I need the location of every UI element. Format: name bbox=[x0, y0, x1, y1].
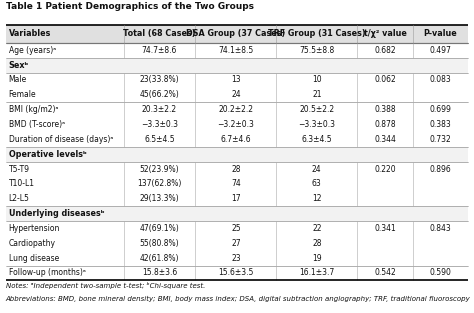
Text: 0.388: 0.388 bbox=[374, 105, 396, 114]
Text: −3.3±0.3: −3.3±0.3 bbox=[141, 120, 178, 129]
Text: Table 1 Patient Demographics of the Two Groups: Table 1 Patient Demographics of the Two … bbox=[6, 2, 254, 11]
Text: Duration of disease (days)ᵃ: Duration of disease (days)ᵃ bbox=[9, 135, 113, 144]
Text: 0.062: 0.062 bbox=[374, 75, 396, 85]
Text: Female: Female bbox=[9, 90, 36, 99]
Text: 74: 74 bbox=[231, 179, 241, 188]
Text: 74.1±8.5: 74.1±8.5 bbox=[218, 46, 254, 55]
Text: Underlying diseasesᵇ: Underlying diseasesᵇ bbox=[9, 209, 104, 218]
Text: 42(61.8%): 42(61.8%) bbox=[140, 254, 179, 263]
Text: DSA Group (37 Cases): DSA Group (37 Cases) bbox=[186, 29, 285, 38]
Bar bbox=[6, 221, 468, 265]
Text: 10: 10 bbox=[312, 75, 322, 85]
Text: 16.1±3.7: 16.1±3.7 bbox=[299, 269, 335, 277]
Text: T5-T9: T5-T9 bbox=[9, 165, 29, 173]
Bar bbox=[6, 162, 468, 206]
Bar bbox=[6, 102, 468, 147]
Text: 29(13.3%): 29(13.3%) bbox=[140, 194, 179, 203]
Text: 28: 28 bbox=[231, 165, 241, 173]
Text: BMI (kg/m2)ᵃ: BMI (kg/m2)ᵃ bbox=[9, 105, 58, 114]
Text: 28: 28 bbox=[312, 239, 321, 248]
Text: Male: Male bbox=[9, 75, 27, 85]
Text: Age (years)ᵃ: Age (years)ᵃ bbox=[9, 46, 56, 55]
Text: 0.542: 0.542 bbox=[374, 269, 396, 277]
Text: 27: 27 bbox=[231, 239, 241, 248]
Text: 19: 19 bbox=[312, 254, 322, 263]
Text: Follow-up (months)ᵃ: Follow-up (months)ᵃ bbox=[9, 269, 85, 277]
Text: 55(80.8%): 55(80.8%) bbox=[140, 239, 179, 248]
Text: 20.2±2.2: 20.2±2.2 bbox=[219, 105, 253, 114]
Text: 0.590: 0.590 bbox=[429, 269, 452, 277]
Text: 23(33.8%): 23(33.8%) bbox=[140, 75, 179, 85]
Bar bbox=[6, 43, 468, 58]
Text: 0.220: 0.220 bbox=[374, 165, 396, 173]
Text: Hypertension: Hypertension bbox=[9, 224, 60, 233]
Text: 0.732: 0.732 bbox=[429, 135, 451, 144]
Text: 45(66.2%): 45(66.2%) bbox=[140, 90, 179, 99]
Text: Total (68 Cases): Total (68 Cases) bbox=[123, 29, 196, 38]
Text: 63: 63 bbox=[312, 179, 322, 188]
Text: 6.5±4.5: 6.5±4.5 bbox=[144, 135, 175, 144]
Bar bbox=[6, 265, 468, 280]
Text: TRF Group (31 Cases): TRF Group (31 Cases) bbox=[268, 29, 365, 38]
Text: t/χ² value: t/χ² value bbox=[364, 29, 407, 38]
Text: 0.896: 0.896 bbox=[429, 165, 451, 173]
Text: Cardiopathy: Cardiopathy bbox=[9, 239, 55, 248]
Bar bbox=[6, 206, 468, 221]
Bar bbox=[6, 73, 468, 102]
Text: 52(23.9%): 52(23.9%) bbox=[140, 165, 179, 173]
Text: Variables: Variables bbox=[9, 29, 51, 38]
Text: 0.878: 0.878 bbox=[374, 120, 396, 129]
Text: 12: 12 bbox=[312, 194, 321, 203]
Text: Abbreviations: BMD, bone mineral density; BMI, body mass index; DSA, digital sub: Abbreviations: BMD, bone mineral density… bbox=[6, 296, 470, 302]
Text: 24: 24 bbox=[231, 90, 241, 99]
Text: 0.383: 0.383 bbox=[429, 120, 451, 129]
Text: BMD (T-score)ᵃ: BMD (T-score)ᵃ bbox=[9, 120, 64, 129]
Bar bbox=[6, 147, 468, 162]
Text: 15.8±3.6: 15.8±3.6 bbox=[142, 269, 177, 277]
Text: 25: 25 bbox=[231, 224, 241, 233]
Text: 0.341: 0.341 bbox=[374, 224, 396, 233]
Text: L2-L5: L2-L5 bbox=[9, 194, 29, 203]
Text: −3.3±0.3: −3.3±0.3 bbox=[298, 120, 335, 129]
Text: Operative levelsᵇ: Operative levelsᵇ bbox=[9, 150, 86, 159]
Text: 75.5±8.8: 75.5±8.8 bbox=[299, 46, 335, 55]
Text: 0.083: 0.083 bbox=[429, 75, 451, 85]
Text: Sexᵇ: Sexᵇ bbox=[9, 61, 29, 69]
Text: −3.2±0.3: −3.2±0.3 bbox=[218, 120, 254, 129]
Text: 0.497: 0.497 bbox=[429, 46, 452, 55]
Text: 24: 24 bbox=[312, 165, 322, 173]
Text: Lung disease: Lung disease bbox=[9, 254, 59, 263]
Text: 13: 13 bbox=[231, 75, 241, 85]
Text: P-value: P-value bbox=[424, 29, 457, 38]
Text: Notes: ᵃIndependent two-sample t-test; ᵇChi-square test.: Notes: ᵃIndependent two-sample t-test; ᵇ… bbox=[6, 282, 205, 289]
Bar bbox=[6, 25, 468, 43]
Text: 0.699: 0.699 bbox=[429, 105, 452, 114]
Text: 6.7±4.6: 6.7±4.6 bbox=[220, 135, 251, 144]
Text: T10-L1: T10-L1 bbox=[9, 179, 35, 188]
Text: 0.682: 0.682 bbox=[374, 46, 396, 55]
Text: 137(62.8%): 137(62.8%) bbox=[137, 179, 182, 188]
Text: 0.344: 0.344 bbox=[374, 135, 396, 144]
Bar bbox=[6, 58, 468, 73]
Text: 21: 21 bbox=[312, 90, 321, 99]
Text: 0.843: 0.843 bbox=[429, 224, 451, 233]
Text: 15.6±3.5: 15.6±3.5 bbox=[218, 269, 254, 277]
Text: 17: 17 bbox=[231, 194, 241, 203]
Text: 74.7±8.6: 74.7±8.6 bbox=[142, 46, 177, 55]
Text: 20.3±2.2: 20.3±2.2 bbox=[142, 105, 177, 114]
Text: 22: 22 bbox=[312, 224, 321, 233]
Text: 6.3±4.5: 6.3±4.5 bbox=[301, 135, 332, 144]
Text: 47(69.1%): 47(69.1%) bbox=[140, 224, 179, 233]
Text: 23: 23 bbox=[231, 254, 241, 263]
Text: 20.5±2.2: 20.5±2.2 bbox=[299, 105, 334, 114]
